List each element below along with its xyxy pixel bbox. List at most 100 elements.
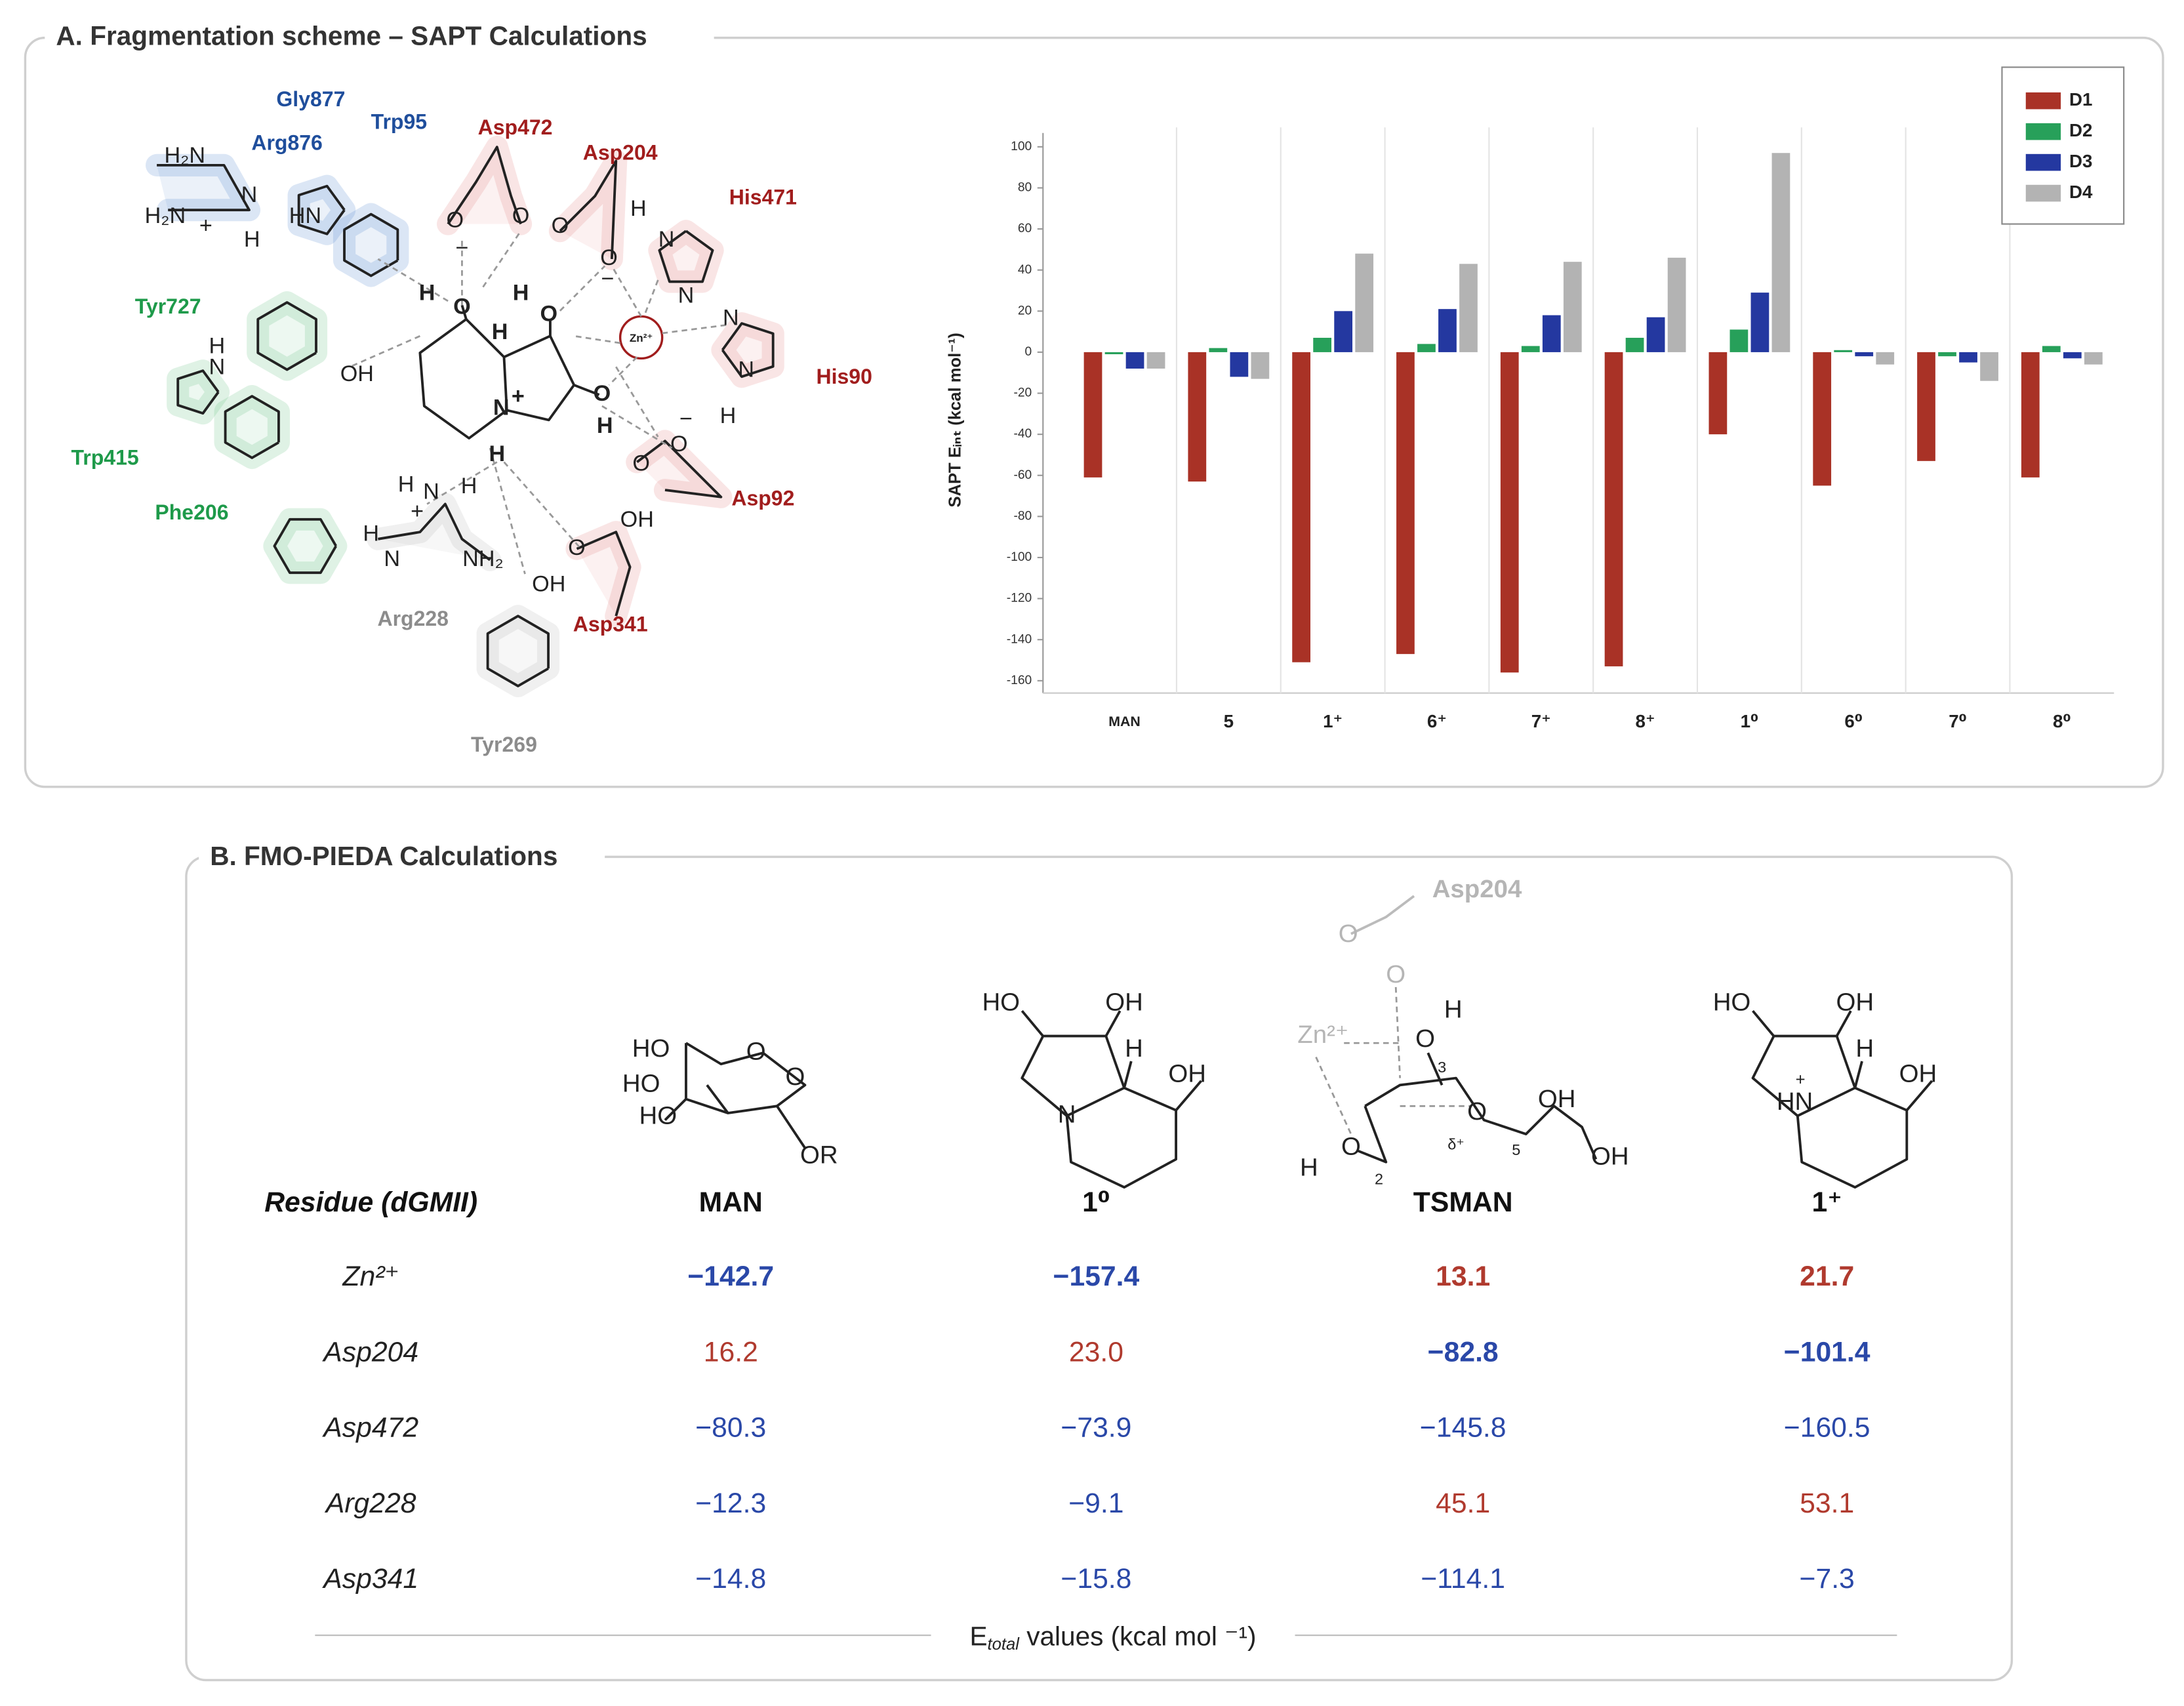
footer-rest: values (kcal mol ⁻¹) — [1019, 1621, 1257, 1651]
bond — [460, 304, 468, 320]
bond — [1357, 1105, 1388, 1164]
x-tick-label: 6⁺ — [1427, 711, 1447, 731]
bar — [1292, 352, 1310, 662]
atom-label: H — [492, 319, 508, 344]
atom-label: OH — [532, 571, 565, 596]
atom-label: H — [513, 280, 529, 305]
atom-label: H — [398, 472, 415, 497]
atom-label: − — [679, 406, 693, 431]
bar — [1459, 264, 1478, 352]
bar — [2021, 352, 2040, 477]
atom-label: H — [720, 403, 737, 428]
atom-label: N — [423, 479, 439, 504]
atom-label: N — [658, 227, 675, 252]
bond — [214, 385, 290, 470]
bond — [1021, 1034, 1126, 1118]
bar — [1646, 317, 1665, 352]
structure-label: 2 — [1375, 1171, 1383, 1188]
atom-label: + — [411, 498, 424, 523]
bar — [1625, 338, 1644, 352]
bond — [1123, 1061, 1133, 1089]
footer-caption: Etotal values (kcal mol ⁻¹) — [969, 1621, 1256, 1654]
bond — [297, 184, 346, 235]
residue-label: Gly877 — [276, 87, 345, 111]
atom-label: O — [540, 301, 557, 326]
structure-label: O — [746, 1037, 766, 1065]
bond — [447, 146, 522, 225]
bond — [256, 301, 317, 371]
table-cell: 16.2 — [704, 1336, 758, 1368]
y-tick-label: -160 — [1007, 674, 1032, 687]
bar — [1563, 262, 1582, 352]
legend-swatch — [2025, 184, 2061, 202]
row-label: Zn²⁺ — [342, 1261, 399, 1292]
structure-label: H — [1300, 1154, 1318, 1182]
table-cell: −73.9 — [1061, 1412, 1131, 1444]
residue-label: Asp92 — [731, 487, 794, 510]
bar — [1813, 352, 1832, 486]
bond — [273, 518, 337, 575]
atom-label: O — [453, 294, 471, 319]
atom-label: O — [552, 213, 569, 238]
bar — [1959, 352, 1977, 363]
x-tick-label: 1⁺ — [1323, 711, 1343, 731]
bar — [1334, 311, 1353, 352]
bond — [1796, 1086, 1909, 1189]
structure-label: HO — [622, 1069, 660, 1097]
structure-label: 3 — [1438, 1059, 1446, 1076]
bond — [573, 384, 600, 396]
bond — [377, 258, 449, 302]
x-tick-label: 7⁺ — [1531, 711, 1551, 731]
y-axis-label: SAPT Eᵢₙₜ (kcal mol⁻¹) — [946, 333, 965, 507]
bond — [1364, 1076, 1598, 1160]
structure-label: H — [1855, 1034, 1874, 1063]
residue-label: Arg228 — [377, 607, 448, 630]
bond — [263, 508, 348, 584]
panel-b-title: B. FMO-PIEDA Calculations — [210, 841, 557, 871]
y-tick-label: -140 — [1007, 632, 1032, 646]
table-cell: −9.1 — [1068, 1488, 1123, 1519]
bar — [1834, 350, 1853, 352]
structure-label: O — [1467, 1097, 1487, 1126]
atom-label: H — [489, 441, 505, 466]
table-cell: −82.8 — [1428, 1336, 1499, 1368]
residue-label: His90 — [816, 365, 872, 388]
structure-label: δ⁺ — [1447, 1135, 1464, 1152]
bar — [1209, 348, 1228, 352]
bond — [1315, 1057, 1352, 1135]
bond — [1853, 1061, 1863, 1089]
footer-sub: total — [988, 1635, 1021, 1654]
y-tick-label: 20 — [1018, 304, 1032, 317]
bond — [1065, 1086, 1177, 1189]
bar — [1438, 309, 1457, 352]
bond — [247, 291, 328, 381]
bond — [1394, 986, 1401, 1078]
legend-label: D1 — [2069, 89, 2092, 110]
row-label: Asp472 — [321, 1412, 418, 1444]
bond — [1835, 1010, 1852, 1037]
bar — [1750, 293, 1769, 352]
bond — [1752, 1009, 1775, 1037]
atom-label: O — [600, 245, 618, 270]
bond — [601, 405, 673, 449]
structure-label: N — [1058, 1100, 1076, 1128]
y-tick-label: 80 — [1018, 181, 1032, 195]
structure-label: OH — [1899, 1060, 1937, 1088]
atom-label: H — [209, 333, 226, 358]
atom-label: O — [594, 381, 611, 406]
table-cell: −7.3 — [1800, 1563, 1855, 1594]
table-cell: −145.8 — [1420, 1412, 1507, 1444]
structure-label: OH — [1591, 1142, 1629, 1170]
bond — [636, 439, 723, 498]
residue-label: Tyr269 — [471, 733, 537, 756]
y-tick-label: 0 — [1025, 345, 1032, 359]
bond — [615, 366, 659, 437]
x-tick-label: 8⁺ — [1636, 711, 1655, 731]
row-label: Asp341 — [321, 1563, 418, 1594]
structure-label: HO — [982, 988, 1020, 1017]
bar — [1855, 352, 1874, 357]
x-tick-label: 5 — [1224, 711, 1234, 731]
bond — [721, 322, 775, 378]
bond — [776, 1105, 807, 1149]
table-cell: −160.5 — [1784, 1412, 1871, 1444]
